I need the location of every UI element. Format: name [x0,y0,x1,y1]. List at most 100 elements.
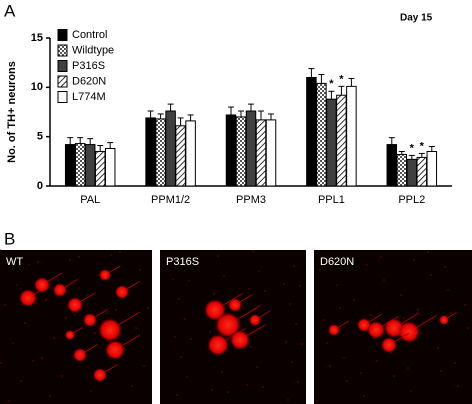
bar [406,158,418,187]
speckle [427,251,429,253]
speckle [353,299,355,301]
speckle [8,400,10,402]
panel-label: A [4,1,16,20]
cell [115,285,129,299]
speckle [188,280,190,282]
speckle [383,279,385,281]
speckle [246,384,248,386]
speckle [115,309,117,311]
cell [439,315,449,325]
speckle [336,284,338,286]
y-tick-label: 10 [31,81,43,93]
bar [306,76,317,187]
cell [228,298,242,312]
bar [94,150,106,187]
speckle [24,322,26,324]
bar [84,144,96,187]
speckle [182,260,184,262]
cell [19,289,37,307]
x-tick-label: PAL [80,194,100,206]
speckle [450,312,452,314]
speckle [86,294,88,296]
cell [73,348,87,362]
x-tick-label: PPL1 [318,194,345,206]
subtitle: Day 15 [400,13,433,24]
bar [326,98,337,187]
speckle [69,259,71,261]
speckle [178,298,180,300]
x-tick-label: PPM1/2 [151,194,190,206]
legend-swatch [57,60,68,72]
speckle [119,251,121,253]
cell [53,283,67,297]
panel-label: B [4,229,15,248]
speckle [4,304,6,306]
bar [346,85,357,187]
speckle [49,395,51,397]
speckle [393,375,395,377]
speckle [467,327,469,329]
speckle [339,307,341,309]
speckle [403,317,405,319]
image-label: D620N [320,256,354,268]
bar [265,119,277,187]
speckle [285,341,287,343]
bar [165,110,176,187]
speckle [454,362,456,364]
bar [245,110,257,187]
cell [83,313,97,327]
cell [207,334,229,356]
speckle [147,307,149,309]
cell [93,368,107,382]
speckle [78,256,80,258]
speckle [293,265,295,267]
bar [104,148,116,187]
speckle [135,327,137,329]
speckle [258,270,260,272]
speckle [326,342,328,344]
image-label: P316S [166,256,199,268]
speckle [131,385,133,387]
speckle [184,318,186,320]
speckle [299,285,301,287]
cell [65,330,75,340]
speckle [297,381,299,383]
legend-label: D620N [72,75,106,87]
legend-label: P316S [72,60,105,72]
cell [105,340,125,360]
y-tick-label: 15 [31,32,43,44]
speckle [94,332,96,334]
speckle [57,279,59,281]
speckle [437,347,439,349]
bar [155,118,166,187]
speckle [252,250,254,252]
speckle [90,390,92,392]
speckle [211,389,213,391]
micrograph [0,250,152,404]
speckle [250,346,252,348]
cell [98,318,122,342]
speckle [370,314,372,316]
speckle [12,342,14,344]
cell [99,269,111,281]
speckle [420,332,422,334]
significance-marker: * [410,142,415,154]
speckle [20,380,22,382]
speckle [110,254,112,256]
speckle [217,255,219,257]
speckle [180,356,182,358]
speckle [248,288,250,290]
speckle [440,370,442,372]
speckle [444,266,446,268]
x-tick-label: PPL2 [398,194,425,206]
cell [367,321,385,339]
speckle [106,312,108,314]
speckle [380,256,382,258]
speckle [283,283,285,285]
speckle [447,289,449,291]
speckle [53,337,55,339]
bar [175,125,186,187]
speckle [360,372,362,374]
speckle [457,385,459,387]
